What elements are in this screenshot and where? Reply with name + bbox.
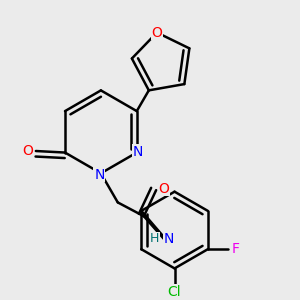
Text: O: O <box>23 144 34 158</box>
Text: F: F <box>231 242 239 256</box>
Text: N: N <box>163 232 174 246</box>
Text: O: O <box>158 182 169 196</box>
Text: H: H <box>150 232 159 245</box>
Text: N: N <box>94 168 104 182</box>
Text: Cl: Cl <box>168 285 182 299</box>
Text: O: O <box>152 26 162 40</box>
Text: N: N <box>133 145 143 159</box>
